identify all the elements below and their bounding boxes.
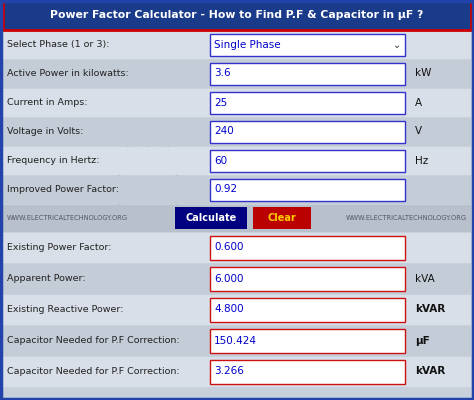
FancyBboxPatch shape bbox=[210, 360, 405, 384]
Text: Existing Reactive Power:: Existing Reactive Power: bbox=[7, 305, 124, 314]
Text: V: V bbox=[415, 126, 422, 136]
FancyBboxPatch shape bbox=[210, 329, 405, 353]
FancyBboxPatch shape bbox=[3, 205, 471, 232]
Text: Select Phase (1 or 3):: Select Phase (1 or 3): bbox=[7, 40, 109, 49]
Text: Clear: Clear bbox=[268, 213, 296, 223]
Text: Active Power in kilowatts:: Active Power in kilowatts: bbox=[7, 69, 129, 78]
FancyBboxPatch shape bbox=[3, 118, 471, 146]
FancyBboxPatch shape bbox=[3, 295, 471, 325]
Text: ⌄: ⌄ bbox=[393, 40, 401, 50]
FancyBboxPatch shape bbox=[210, 121, 405, 143]
Text: Apparent Power:: Apparent Power: bbox=[7, 274, 86, 283]
Text: kVAR: kVAR bbox=[415, 304, 445, 314]
Text: Existing Power Factor:: Existing Power Factor: bbox=[7, 243, 111, 252]
Text: kVA: kVA bbox=[415, 274, 435, 284]
Text: kVAR: kVAR bbox=[415, 366, 445, 376]
FancyBboxPatch shape bbox=[3, 1, 471, 30]
Text: A: A bbox=[415, 98, 422, 108]
FancyBboxPatch shape bbox=[3, 233, 471, 263]
Text: Hz: Hz bbox=[415, 156, 428, 166]
Text: Voltage in Volts:: Voltage in Volts: bbox=[7, 127, 83, 136]
Text: 0.600: 0.600 bbox=[214, 242, 244, 252]
Text: 60: 60 bbox=[214, 156, 227, 166]
FancyBboxPatch shape bbox=[3, 147, 471, 175]
Text: Capacitor Needed for P.F Correction:: Capacitor Needed for P.F Correction: bbox=[7, 367, 180, 376]
FancyBboxPatch shape bbox=[210, 34, 405, 56]
Text: 240: 240 bbox=[214, 126, 234, 136]
FancyBboxPatch shape bbox=[3, 357, 471, 387]
FancyBboxPatch shape bbox=[210, 92, 405, 114]
Text: 6.000: 6.000 bbox=[214, 274, 244, 284]
Text: Capacitor Needed for P.F Correction:: Capacitor Needed for P.F Correction: bbox=[7, 336, 180, 345]
FancyBboxPatch shape bbox=[210, 63, 405, 85]
Text: 4.800: 4.800 bbox=[214, 304, 244, 314]
FancyBboxPatch shape bbox=[210, 150, 405, 172]
FancyBboxPatch shape bbox=[210, 179, 405, 201]
Text: Frequency in Hertz:: Frequency in Hertz: bbox=[7, 156, 100, 165]
Text: Current in Amps:: Current in Amps: bbox=[7, 98, 88, 107]
Text: WWW.ELECTRICALTECHNOLOGY.ORG: WWW.ELECTRICALTECHNOLOGY.ORG bbox=[7, 215, 128, 221]
Text: Calculate: Calculate bbox=[185, 213, 237, 223]
Text: 3.266: 3.266 bbox=[214, 366, 244, 376]
FancyBboxPatch shape bbox=[3, 31, 471, 59]
FancyBboxPatch shape bbox=[210, 267, 405, 291]
Text: Improved Power Factor:: Improved Power Factor: bbox=[7, 185, 119, 194]
FancyBboxPatch shape bbox=[3, 60, 471, 88]
FancyBboxPatch shape bbox=[3, 89, 471, 117]
Text: μF: μF bbox=[415, 336, 430, 346]
Text: kW: kW bbox=[415, 68, 431, 78]
FancyBboxPatch shape bbox=[3, 176, 471, 204]
FancyBboxPatch shape bbox=[175, 207, 247, 229]
FancyBboxPatch shape bbox=[210, 298, 405, 322]
Text: 25: 25 bbox=[214, 98, 227, 108]
FancyBboxPatch shape bbox=[3, 326, 471, 356]
FancyBboxPatch shape bbox=[253, 207, 311, 229]
FancyBboxPatch shape bbox=[3, 264, 471, 294]
Text: 3.6: 3.6 bbox=[214, 68, 231, 78]
Text: Single Phase: Single Phase bbox=[214, 40, 281, 50]
Text: WWW.ELECTRICALTECHNOLOGY.ORG: WWW.ELECTRICALTECHNOLOGY.ORG bbox=[346, 215, 467, 221]
Text: 0.92: 0.92 bbox=[214, 184, 237, 194]
Text: 150.424: 150.424 bbox=[214, 336, 257, 346]
Text: Power Factor Calculator - How to Find P.F & Capacitor in μF ?: Power Factor Calculator - How to Find P.… bbox=[50, 10, 424, 20]
FancyBboxPatch shape bbox=[210, 236, 405, 260]
